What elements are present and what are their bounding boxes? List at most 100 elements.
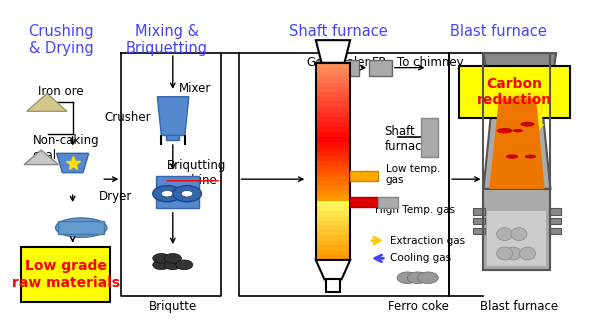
Ellipse shape: [497, 247, 512, 260]
Text: Blast furnace: Blast furnace: [480, 300, 558, 313]
Bar: [316, 92, 350, 97]
Polygon shape: [489, 98, 545, 189]
Bar: [316, 72, 350, 78]
Bar: [473, 228, 485, 234]
Text: Crusher: Crusher: [104, 111, 151, 124]
Text: Mixing &
Briquetting: Mixing & Briquetting: [126, 24, 208, 56]
Ellipse shape: [55, 218, 107, 237]
FancyBboxPatch shape: [350, 197, 378, 207]
Ellipse shape: [512, 129, 523, 132]
Text: Cooling gas: Cooling gas: [391, 253, 451, 263]
Bar: [316, 200, 350, 206]
Bar: [316, 96, 350, 102]
Text: Low grade
raw materials: Low grade raw materials: [12, 259, 120, 289]
Text: Briqutte: Briqutte: [148, 300, 197, 313]
Bar: [316, 210, 350, 215]
Bar: [316, 244, 350, 250]
Bar: [484, 53, 550, 270]
FancyBboxPatch shape: [350, 171, 378, 181]
Bar: [459, 66, 570, 118]
Bar: [316, 82, 350, 87]
Bar: [550, 208, 561, 215]
Ellipse shape: [511, 228, 527, 241]
Ellipse shape: [506, 155, 518, 159]
Bar: [316, 181, 350, 186]
Ellipse shape: [525, 155, 536, 158]
Bar: [316, 240, 350, 245]
Bar: [316, 151, 350, 156]
Circle shape: [181, 190, 193, 197]
Bar: [316, 175, 350, 181]
Text: Non-caking
coal: Non-caking coal: [32, 134, 99, 162]
Bar: [550, 228, 561, 234]
FancyBboxPatch shape: [155, 176, 198, 208]
Bar: [316, 185, 350, 191]
Text: Mixer: Mixer: [178, 82, 211, 95]
Polygon shape: [24, 150, 58, 165]
Polygon shape: [484, 53, 556, 92]
Polygon shape: [57, 153, 89, 173]
Bar: [316, 205, 350, 211]
Polygon shape: [316, 40, 350, 63]
Bar: [316, 62, 350, 68]
Bar: [473, 208, 485, 215]
Ellipse shape: [497, 128, 512, 133]
Text: Shaft
furnace: Shaft furnace: [385, 125, 429, 153]
Circle shape: [408, 272, 428, 284]
Bar: [316, 87, 350, 92]
Bar: [316, 235, 350, 240]
Circle shape: [161, 190, 173, 197]
Text: High Temp. gas: High Temp. gas: [375, 205, 455, 215]
Text: Carbon
reduction: Carbon reduction: [477, 77, 552, 107]
Bar: [166, 135, 178, 141]
Text: Crushing
& Drying: Crushing & Drying: [28, 24, 94, 56]
Polygon shape: [157, 97, 189, 136]
Bar: [316, 230, 350, 235]
Bar: [316, 195, 350, 201]
Bar: [316, 166, 350, 171]
Bar: [316, 111, 350, 117]
Circle shape: [153, 185, 181, 202]
Polygon shape: [484, 92, 550, 189]
Bar: [316, 220, 350, 226]
Text: Low temp.
gas: Low temp. gas: [386, 164, 440, 185]
Polygon shape: [495, 92, 545, 150]
Bar: [473, 218, 485, 224]
Bar: [550, 218, 561, 224]
Text: Iron ore: Iron ore: [38, 85, 84, 98]
Bar: [326, 279, 340, 292]
Text: Gas cooler: Gas cooler: [307, 56, 370, 69]
Bar: [316, 170, 350, 176]
Bar: [316, 126, 350, 132]
Bar: [21, 247, 110, 302]
FancyBboxPatch shape: [316, 60, 359, 76]
Bar: [316, 190, 350, 196]
Bar: [316, 156, 350, 161]
Bar: [316, 121, 350, 127]
Bar: [316, 131, 350, 137]
Ellipse shape: [505, 247, 521, 260]
Ellipse shape: [497, 228, 512, 241]
Bar: [316, 141, 350, 147]
FancyBboxPatch shape: [378, 197, 398, 208]
Bar: [316, 63, 350, 260]
Text: Dryer: Dryer: [98, 190, 132, 203]
Polygon shape: [488, 212, 547, 266]
Polygon shape: [484, 189, 550, 270]
FancyBboxPatch shape: [369, 60, 392, 76]
Bar: [316, 136, 350, 142]
Bar: [316, 215, 350, 220]
Text: Blast furnace: Blast furnace: [451, 24, 547, 39]
Text: Coke: Coke: [504, 114, 534, 127]
Text: Briqutting
machine: Briqutting machine: [167, 159, 226, 187]
Circle shape: [164, 260, 181, 270]
Circle shape: [153, 260, 170, 270]
FancyBboxPatch shape: [58, 221, 104, 234]
Polygon shape: [316, 260, 350, 279]
Bar: [316, 225, 350, 230]
Text: To chimney: To chimney: [397, 56, 464, 69]
Bar: [316, 77, 350, 82]
Circle shape: [397, 272, 418, 284]
Bar: [316, 107, 350, 112]
Bar: [316, 249, 350, 255]
